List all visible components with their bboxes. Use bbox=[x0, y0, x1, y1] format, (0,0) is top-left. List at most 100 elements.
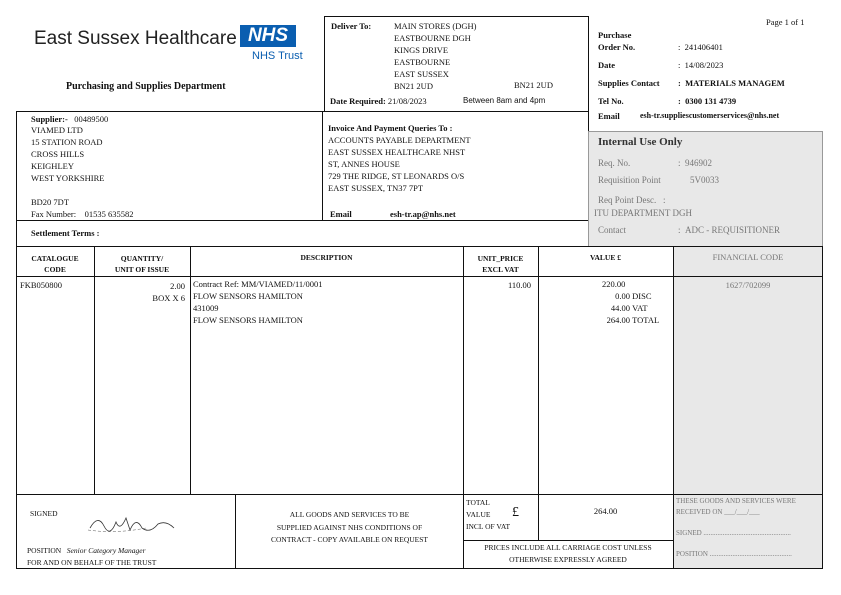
supplier-line: WEST YORKSHIRE bbox=[31, 173, 105, 183]
po-number: 241406401 bbox=[684, 42, 723, 52]
colon: : bbox=[678, 225, 681, 235]
point-label: Requisition Point bbox=[598, 175, 661, 185]
deliver-line: MAIN STORES (DGH) bbox=[394, 21, 477, 31]
colon: : bbox=[678, 96, 681, 106]
date-required-label: Date Required: bbox=[330, 96, 386, 106]
po-label: Order No. bbox=[598, 42, 636, 52]
invoice-line: 729 THE RIDGE, ST LEONARDS O/S bbox=[328, 171, 465, 181]
terms-line: ALL GOODS AND SERVICES TO BE bbox=[289, 510, 410, 519]
received-position: POSITION ...............................… bbox=[676, 550, 792, 558]
desc-label: Req Point Desc. bbox=[598, 195, 657, 205]
description-line: Contract Ref: MM/VIAMED/11/0001 bbox=[193, 279, 323, 289]
order-email[interactable]: esh-tr.suppliescustomerservices@nhs.net bbox=[640, 111, 780, 120]
received-text: THESE GOODS AND SERVICES WERE bbox=[676, 497, 796, 505]
invoice-email-label: Email bbox=[330, 209, 352, 219]
deliver-line: EASTBOURNE DGH bbox=[394, 33, 471, 43]
deliver-line: EAST SUSSEX bbox=[394, 69, 449, 79]
req-number: 946902 bbox=[685, 158, 713, 168]
requisition-point: 5V0033 bbox=[690, 175, 719, 185]
financial-code: 1627/702099 bbox=[725, 280, 771, 290]
org-name: East Sussex Healthcare bbox=[34, 28, 237, 49]
prices-note: PRICES INCLUDE ALL CARRIAGE COST UNLESS bbox=[484, 543, 652, 552]
total-line: TOTAL bbox=[466, 498, 490, 507]
total-line: INCL OF VAT bbox=[466, 522, 511, 531]
discount: 0.00 bbox=[615, 291, 630, 301]
colon: : bbox=[663, 195, 666, 205]
total-line: VALUE bbox=[466, 510, 491, 519]
internal-title: Internal Use Only bbox=[598, 136, 683, 148]
unit-of-issue: BOX X 6 bbox=[152, 293, 185, 303]
disc-label: DISC bbox=[632, 291, 652, 301]
delivery-window: Between 8am and 4pm bbox=[463, 96, 546, 105]
invoice-label: Invoice And Payment Queries To : bbox=[328, 123, 453, 133]
header-unit-price: UNIT_PRICE bbox=[477, 254, 524, 263]
behalf: FOR AND ON BEHALF OF THE TRUST bbox=[27, 558, 157, 567]
header-financial-code: FINANCIAL CODE bbox=[712, 252, 784, 262]
req-point-desc: ITU DEPARTMENT DGH bbox=[594, 208, 692, 218]
unit-price: 110.00 bbox=[507, 280, 531, 290]
quantity: 2.00 bbox=[170, 281, 185, 291]
header-unit: UNIT OF ISSUE bbox=[114, 265, 170, 274]
fax-number: 01535 635582 bbox=[84, 209, 134, 219]
invoice-line: EAST SUSSEX HEALTHCARE NHST bbox=[328, 147, 466, 157]
terms-line: CONTRACT - COPY AVAILABLE ON REQUEST bbox=[270, 535, 429, 544]
header-excl-vat: EXCL VAT bbox=[482, 265, 519, 274]
supplies-contact: MATERIALS MANAGEM bbox=[685, 78, 785, 88]
email-label: Email bbox=[598, 111, 620, 121]
header-description: DESCRIPTION bbox=[300, 253, 353, 262]
colon: : bbox=[678, 60, 681, 70]
order-date: 14/08/2023 bbox=[684, 60, 724, 70]
colon: : bbox=[678, 158, 681, 168]
contact-label: Supplies Contact bbox=[598, 78, 660, 88]
prices-note: OTHERWISE EXPRESSLY AGREED bbox=[509, 555, 627, 564]
supplier-code: 00489500 bbox=[74, 114, 109, 124]
invoice-email[interactable]: esh-tr.ap@nhs.net bbox=[390, 209, 456, 219]
header-quantity: QUANTITY/ bbox=[120, 254, 164, 263]
fax-label: Fax Number: bbox=[31, 209, 77, 219]
vat: 44.00 bbox=[610, 303, 630, 313]
total-label: TOTAL bbox=[632, 315, 660, 325]
deliver-line: EASTBOURNE bbox=[394, 57, 451, 67]
position-label: POSITION bbox=[27, 546, 62, 555]
deliver-line: KINGS DRIVE bbox=[394, 45, 449, 55]
tel-number: 0300 131 4739 bbox=[685, 96, 737, 106]
trust-name: NHS Trust bbox=[252, 50, 303, 62]
tel-label: Tel No. bbox=[598, 96, 624, 106]
contact-label: Contact bbox=[598, 225, 626, 235]
supplier-line: CROSS HILLS bbox=[31, 149, 85, 159]
description-line: FLOW SENSORS HAMILTON bbox=[193, 291, 303, 301]
page-number: Page 1 of 1 bbox=[766, 17, 805, 27]
signature bbox=[87, 516, 175, 532]
items-table bbox=[16, 246, 823, 569]
header-code: CODE bbox=[44, 265, 66, 274]
deliver-line: BN21 2UD bbox=[394, 81, 433, 91]
position: Senior Category Manager bbox=[66, 546, 146, 555]
value: 220.00 bbox=[602, 279, 626, 289]
internal-box bbox=[588, 131, 823, 247]
nhs-logo: NHS bbox=[240, 25, 296, 47]
grand-total: 264.00 bbox=[593, 506, 618, 516]
colon: : bbox=[678, 78, 681, 88]
signed-label: SIGNED bbox=[30, 509, 58, 518]
colon: : bbox=[678, 42, 681, 52]
po-label: Purchase bbox=[598, 30, 632, 40]
department: Purchasing and Supplies Department bbox=[66, 81, 226, 92]
supplier-line: VIAMED LTD bbox=[31, 125, 83, 135]
financial-column bbox=[674, 247, 822, 568]
header-catalogue: CATALOGUE bbox=[31, 254, 79, 263]
invoice-line: ACCOUNTS PAYABLE DEPARTMENT bbox=[328, 135, 471, 145]
supplier-line: KEIGHLEY bbox=[31, 161, 74, 171]
deliver-label: Deliver To: bbox=[331, 21, 372, 31]
description-line: FLOW SENSORS HAMILTON bbox=[193, 315, 303, 325]
date-required: 21/08/2023 bbox=[387, 96, 427, 106]
supplier-label: Supplier:- bbox=[31, 114, 68, 124]
deliver-postcode: BN21 2UD bbox=[514, 80, 553, 90]
vat-label: VAT bbox=[632, 303, 648, 313]
header-value: VALUE £ bbox=[590, 253, 621, 262]
catalogue-code: FKB050800 bbox=[20, 280, 63, 290]
supplier-line: 15 STATION ROAD bbox=[31, 137, 103, 147]
date-label: Date bbox=[598, 60, 615, 70]
received-signed: SIGNED .................................… bbox=[676, 529, 791, 537]
received-text: RECEIVED ON ___/___/___ bbox=[676, 508, 760, 516]
